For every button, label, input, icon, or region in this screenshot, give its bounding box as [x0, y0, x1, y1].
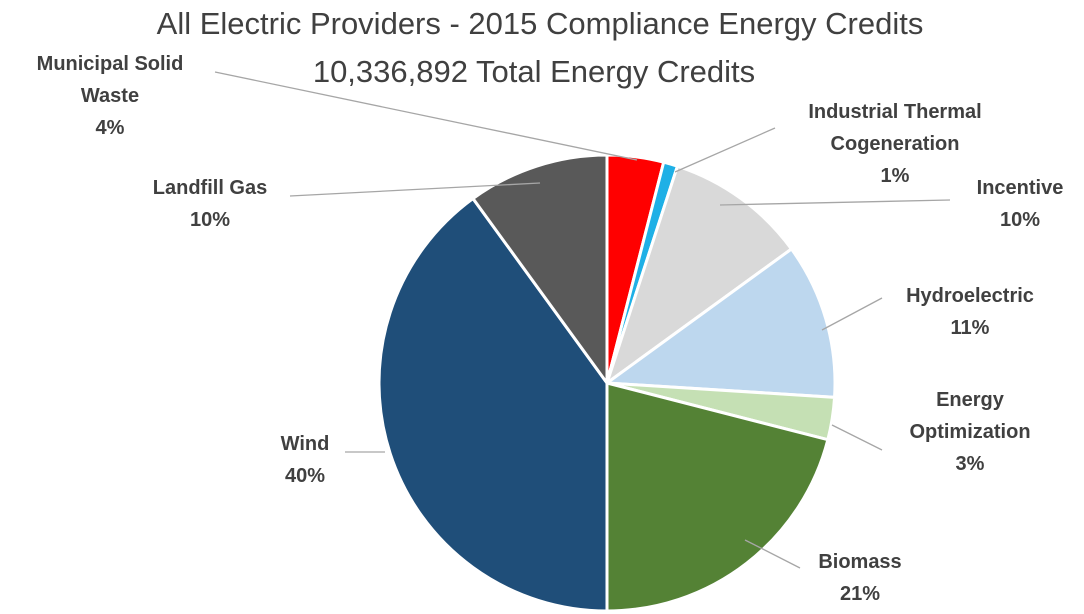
- value-label: 3%: [955, 453, 985, 475]
- value-label: 11%: [950, 317, 990, 339]
- pie-slice: [605, 381, 830, 613]
- category-label: Biomass: [818, 551, 902, 573]
- category-label: Landfill Gas: [152, 177, 268, 199]
- pie-slice: [604, 164, 794, 387]
- category-label: Wind: [280, 433, 330, 455]
- pie-slice: [602, 246, 837, 399]
- value-label: 10%: [189, 209, 231, 231]
- chart-subtitle: 10,336,892 Total Energy Credits: [312, 54, 756, 89]
- pie-slice: [377, 196, 609, 613]
- leader-line: [831, 424, 883, 451]
- slice-label: Landfill Gas 10%: [110, 172, 310, 236]
- leader-line: [821, 297, 883, 331]
- leader-line: [289, 182, 541, 197]
- value-label: 1%: [880, 165, 910, 187]
- category-label: Industrial Thermal Cogeneration: [808, 101, 982, 155]
- leader-line: [214, 71, 638, 161]
- leader-line: [744, 539, 801, 569]
- value-label: 40%: [284, 465, 326, 487]
- slice-label: Incentive 10%: [950, 172, 1084, 236]
- value-label: 4%: [95, 117, 125, 139]
- category-label: Municipal Solid Waste: [36, 53, 184, 107]
- slice-label: Wind 40%: [245, 428, 365, 492]
- value-label: 10%: [999, 209, 1041, 231]
- value-label: 21%: [839, 583, 881, 605]
- slice-label: Industrial Thermal Cogeneration 1%: [770, 96, 1020, 192]
- slice-label: Energy Optimization 3%: [885, 384, 1055, 480]
- slice-label: Biomass 21%: [780, 546, 940, 610]
- category-label: Hydroelectric: [906, 285, 1034, 307]
- chart-title: All Electric Providers - 2015 Compliance…: [156, 6, 924, 41]
- pie-slice: [470, 153, 609, 388]
- category-label: Energy Optimization: [909, 389, 1031, 443]
- slice-label: Municipal Solid Waste 4%: [10, 48, 210, 144]
- slice-label: Hydroelectric 11%: [870, 280, 1070, 344]
- category-label: Incentive: [976, 177, 1064, 199]
- leader-line: [719, 199, 951, 206]
- leader-line: [674, 127, 776, 173]
